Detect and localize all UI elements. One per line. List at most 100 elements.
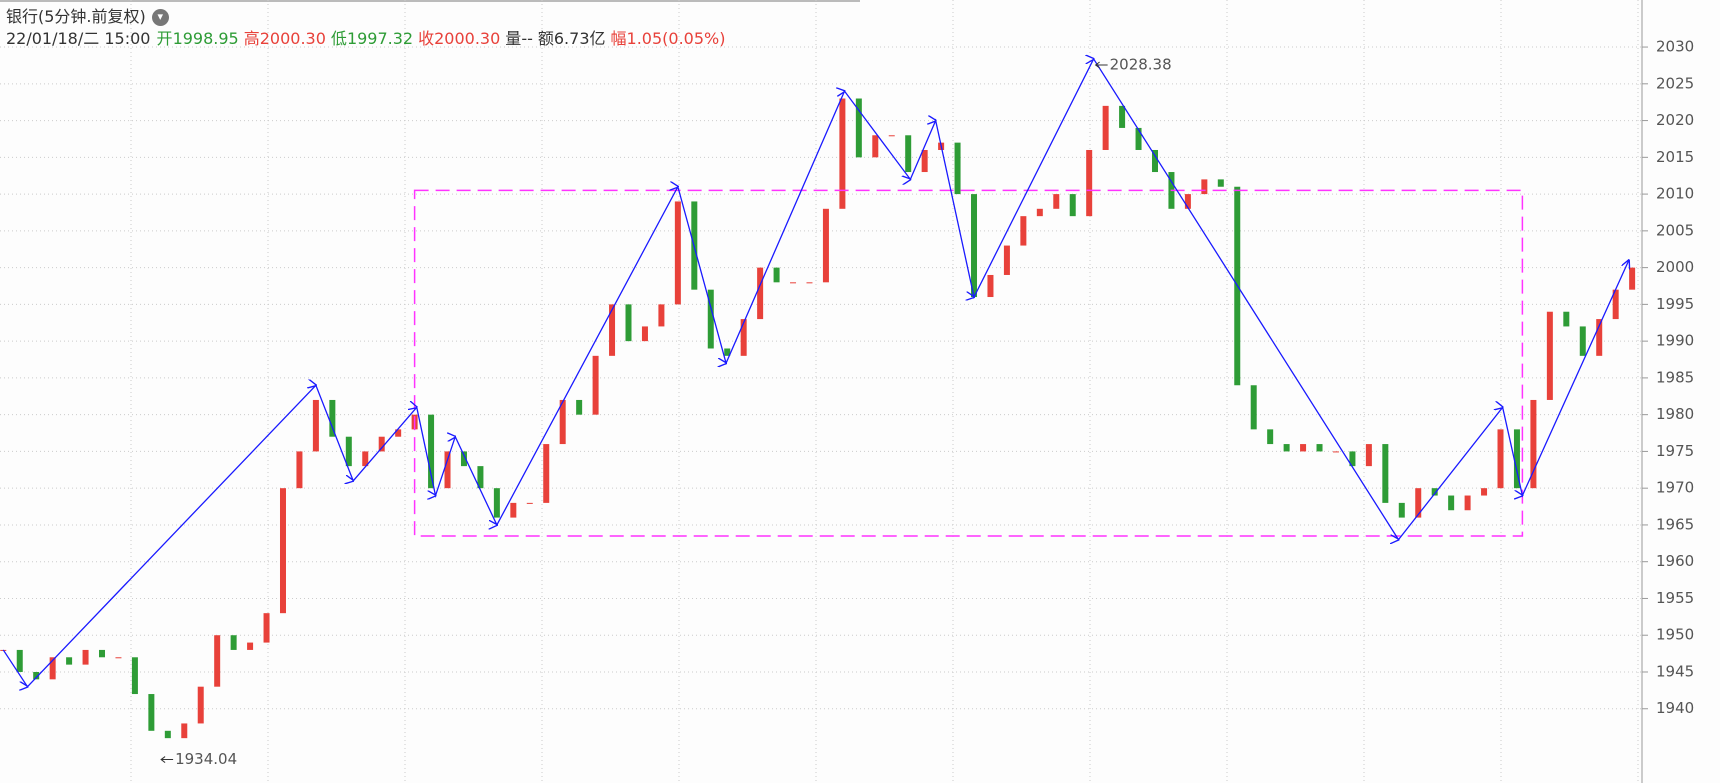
candle (872, 135, 879, 158)
candle (543, 444, 550, 503)
y-tick-label: 1990 (1656, 332, 1694, 350)
y-tick-label: 2000 (1656, 258, 1694, 276)
candle (1546, 311, 1553, 400)
candle (987, 274, 994, 298)
candle (1086, 149, 1093, 217)
candle (16, 649, 23, 672)
candle (888, 135, 895, 137)
candle (1398, 502, 1405, 518)
candle (1579, 326, 1586, 356)
y-tick-label: 1965 (1656, 515, 1694, 533)
candle (493, 488, 500, 518)
y-tick-label: 1945 (1656, 662, 1694, 680)
candle (1316, 444, 1323, 452)
candle (625, 304, 632, 342)
candle (674, 201, 681, 305)
candle (164, 730, 171, 739)
candle (247, 642, 254, 650)
candle (1497, 429, 1504, 489)
y-tick-label: 1985 (1656, 368, 1694, 386)
candle (148, 694, 155, 731)
candle (1201, 179, 1208, 195)
candle (279, 488, 286, 614)
candle (1053, 194, 1060, 209)
candle (378, 436, 385, 452)
info-label: 收 (418, 29, 435, 48)
candle (921, 149, 928, 173)
candle (1464, 495, 1471, 511)
candle (1020, 216, 1027, 246)
candle (131, 657, 138, 695)
header: 银行(5分钟.前复权) ▾ 22/01/18/二 15:00 开1998.95 高2… (6, 6, 730, 50)
y-tick-label: 1975 (1656, 442, 1694, 460)
candle (1003, 245, 1010, 275)
candle (592, 355, 599, 415)
y-tick-label: 1970 (1656, 479, 1694, 497)
candle (1102, 105, 1109, 150)
info-line: 22/01/18/二 15:00 开1998.95 高2000.30 低1997.3… (6, 28, 730, 50)
info-value: 1.05(0.05%) (626, 29, 726, 48)
candle (1365, 444, 1372, 467)
candle (1283, 444, 1290, 452)
candle (230, 635, 237, 650)
candle (790, 282, 797, 284)
candle (1382, 444, 1389, 503)
y-tick-label: 2005 (1656, 221, 1694, 239)
candle (1217, 179, 1224, 187)
annotation-arrow (1094, 61, 1108, 69)
candle (822, 208, 829, 283)
info-value: 1997.32 (346, 29, 414, 48)
candle (658, 304, 665, 327)
candle (1300, 444, 1307, 452)
annotation-arrow (160, 756, 174, 763)
candle (444, 451, 451, 489)
zigzag-line (2, 59, 1629, 687)
candle (971, 194, 978, 298)
y-tick-label: 1940 (1656, 699, 1694, 717)
candle (1250, 385, 1257, 430)
y-tick-label: 1980 (1656, 405, 1694, 423)
y-tick-label: 1960 (1656, 552, 1694, 570)
candle (526, 502, 533, 504)
info-value: 6.73亿 (553, 29, 606, 48)
info-value: 2000.30 (434, 29, 501, 48)
info-label: 额 (537, 29, 554, 48)
candle (905, 135, 912, 173)
info-label: 幅 (610, 29, 627, 48)
datetime: 22/01/18/二 15:00 (6, 29, 151, 48)
candle (510, 502, 517, 518)
info-value: -- (521, 29, 533, 48)
candle (806, 282, 813, 284)
candle (263, 613, 270, 643)
candle (99, 649, 106, 658)
candle (1267, 429, 1274, 445)
candle (82, 649, 89, 665)
candle (740, 319, 747, 356)
candle (839, 98, 846, 209)
annotation-label: 1934.04 (175, 750, 237, 768)
candle (1332, 451, 1339, 453)
candle (214, 635, 221, 687)
candle (197, 686, 204, 724)
candle (609, 304, 616, 356)
annotation-label: 2028.38 (1110, 55, 1172, 73)
candle (1481, 488, 1488, 496)
candle (757, 267, 764, 320)
candle (773, 267, 780, 283)
candle (115, 657, 122, 659)
y-tick-label: 2015 (1656, 148, 1694, 166)
info-label: 开 (156, 29, 173, 48)
candle (296, 451, 303, 489)
y-tick-label: 1950 (1656, 626, 1694, 644)
y-tick-label: 2025 (1656, 74, 1694, 92)
candle (954, 142, 961, 195)
dropdown-icon[interactable]: ▾ (151, 8, 169, 26)
info-value: 1998.95 (172, 29, 239, 48)
y-tick-label: 1995 (1656, 295, 1694, 313)
y-tick-label: 2010 (1656, 185, 1694, 203)
info-label: 高 (243, 29, 260, 48)
candle (641, 326, 648, 342)
candle (1069, 194, 1076, 217)
candle (345, 436, 352, 467)
candle (1563, 311, 1570, 327)
